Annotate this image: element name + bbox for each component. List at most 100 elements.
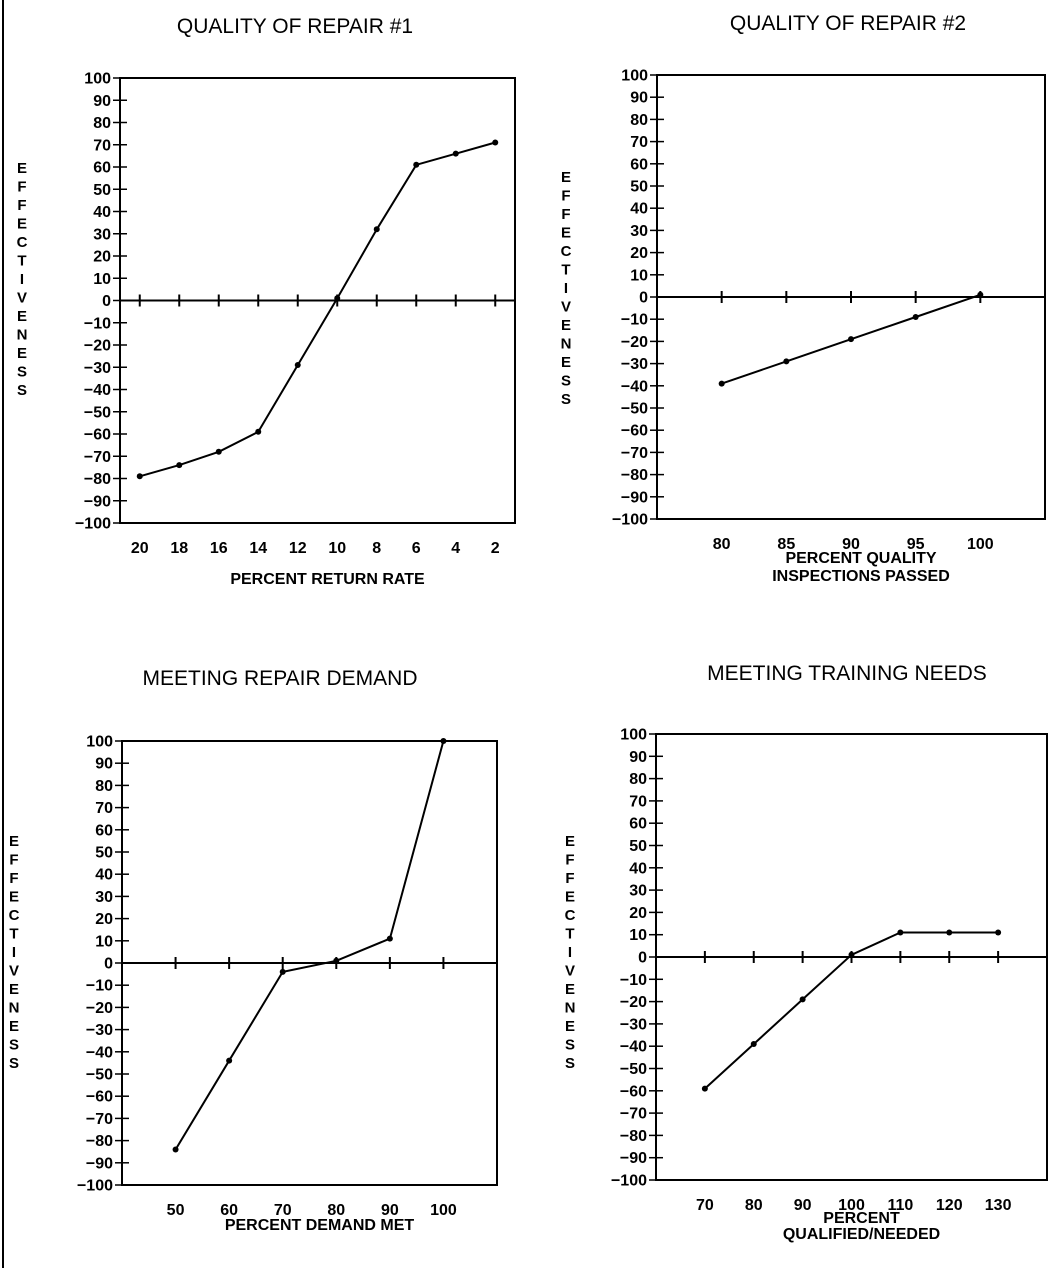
x-tick-label: 12 bbox=[289, 540, 307, 557]
y-axis-label-letter: N bbox=[9, 1000, 20, 1017]
x-tick-label: 90 bbox=[794, 1197, 812, 1214]
y-axis-label-letter: N bbox=[17, 327, 28, 344]
y-axis-label-letter: C bbox=[17, 234, 28, 251]
chart-3: MEETING REPAIR DEMAND−100−90−80−70−60−50… bbox=[9, 667, 498, 1234]
data-point bbox=[136, 473, 143, 480]
x-tick-label: 60 bbox=[220, 1202, 238, 1219]
y-tick-label: −10 bbox=[620, 972, 647, 989]
x-axis-label: QUALIFIED/NEEDED bbox=[783, 1226, 940, 1243]
x-axis-label: PERCENT DEMAND MET bbox=[225, 1217, 415, 1234]
data-point bbox=[897, 929, 904, 936]
y-tick-label: −10 bbox=[86, 978, 113, 995]
y-axis-label-letter: I bbox=[12, 944, 16, 961]
y-tick-label: −70 bbox=[620, 1106, 647, 1123]
y-axis-label-letter: E bbox=[565, 1018, 575, 1035]
y-tick-label: −30 bbox=[621, 356, 648, 373]
y-axis-label-letter: E bbox=[17, 345, 27, 362]
y-axis-label-letter: E bbox=[9, 833, 19, 850]
y-axis-label-letter: F bbox=[17, 197, 26, 214]
y-tick-label: 60 bbox=[93, 160, 111, 177]
data-point bbox=[294, 362, 301, 369]
x-tick-label: 20 bbox=[131, 540, 149, 557]
x-axis-label: PERCENT bbox=[823, 1210, 900, 1227]
y-axis-label-letter: E bbox=[565, 833, 575, 850]
y-tick-label: −80 bbox=[620, 1128, 647, 1145]
y-tick-label: 0 bbox=[104, 956, 113, 973]
x-tick-label: 90 bbox=[381, 1202, 399, 1219]
y-tick-label: 90 bbox=[630, 90, 648, 107]
y-tick-label: −90 bbox=[84, 493, 111, 510]
y-tick-label: −60 bbox=[620, 1083, 647, 1100]
y-axis-label-letter: F bbox=[561, 188, 570, 205]
y-tick-label: −20 bbox=[620, 994, 647, 1011]
chart-title: MEETING REPAIR DEMAND bbox=[143, 667, 418, 690]
data-point bbox=[226, 1057, 233, 1064]
data-point bbox=[255, 428, 262, 435]
data-point bbox=[333, 957, 340, 964]
y-tick-label: −10 bbox=[84, 315, 111, 332]
y-tick-label: −50 bbox=[86, 1067, 113, 1084]
y-tick-label: 50 bbox=[93, 182, 111, 199]
data-point bbox=[848, 336, 854, 343]
x-tick-label: 80 bbox=[713, 536, 731, 553]
y-tick-label: 20 bbox=[93, 249, 111, 266]
y-tick-label: 10 bbox=[93, 271, 111, 288]
chart-title: MEETING TRAINING NEEDS bbox=[707, 662, 987, 685]
y-tick-label: −70 bbox=[84, 449, 111, 466]
x-tick-label: 10 bbox=[328, 540, 346, 557]
y-tick-label: −40 bbox=[621, 378, 648, 395]
y-tick-label: 90 bbox=[95, 756, 113, 773]
y-tick-label: 40 bbox=[93, 204, 111, 221]
y-axis-label-letter: C bbox=[9, 907, 20, 924]
y-axis-label-letter: V bbox=[17, 290, 27, 307]
y-axis-label-letter: V bbox=[561, 299, 571, 316]
x-tick-label: 100 bbox=[838, 1197, 865, 1214]
y-axis-label-letter: S bbox=[565, 1037, 575, 1054]
y-tick-label: 80 bbox=[629, 771, 647, 788]
data-point bbox=[848, 951, 855, 958]
y-tick-label: 70 bbox=[93, 137, 111, 154]
y-tick-label: 100 bbox=[84, 71, 111, 88]
chart-4: MEETING TRAINING NEEDS−100−90−80−70−60−5… bbox=[565, 662, 1048, 1243]
y-tick-label: 60 bbox=[630, 156, 648, 173]
x-axis-label: PERCENT QUALITY bbox=[785, 550, 936, 567]
y-tick-label: 0 bbox=[639, 290, 648, 307]
y-tick-label: 0 bbox=[102, 293, 111, 310]
y-tick-label: −30 bbox=[84, 360, 111, 377]
y-axis-label-letter: E bbox=[565, 889, 575, 906]
y-tick-label: 10 bbox=[629, 927, 647, 944]
chart-title: QUALITY OF REPAIR #2 bbox=[730, 12, 966, 35]
y-tick-label: 100 bbox=[620, 727, 647, 744]
y-tick-label: −40 bbox=[84, 382, 111, 399]
data-point bbox=[172, 1146, 179, 1153]
x-tick-label: 120 bbox=[936, 1197, 963, 1214]
data-point bbox=[701, 1085, 708, 1092]
y-tick-label: −50 bbox=[620, 1061, 647, 1078]
y-axis-label-letter: I bbox=[564, 280, 568, 297]
chart-title: QUALITY OF REPAIR #1 bbox=[177, 15, 413, 38]
y-tick-label: −100 bbox=[75, 516, 111, 533]
y-tick-label: 100 bbox=[86, 734, 113, 751]
y-tick-label: −20 bbox=[86, 1000, 113, 1017]
y-tick-label: 60 bbox=[629, 816, 647, 833]
y-axis-label-letter: E bbox=[17, 308, 27, 325]
series-line bbox=[174, 740, 445, 1151]
y-axis-label-letter: E bbox=[565, 981, 575, 998]
y-tick-label: 50 bbox=[630, 179, 648, 196]
y-axis-label-letter: E bbox=[17, 160, 27, 177]
y-tick-label: 20 bbox=[629, 905, 647, 922]
y-tick-label: 30 bbox=[630, 223, 648, 240]
y-tick-label: −80 bbox=[86, 1133, 113, 1150]
y-tick-label: 30 bbox=[95, 889, 113, 906]
y-axis-label-letter: T bbox=[17, 253, 26, 270]
y-axis-label-letter: T bbox=[565, 926, 574, 943]
data-point bbox=[386, 935, 393, 942]
y-axis-label-letter: E bbox=[561, 169, 571, 186]
y-tick-label: 80 bbox=[630, 112, 648, 129]
y-tick-label: 50 bbox=[629, 838, 647, 855]
data-point bbox=[750, 1040, 757, 1047]
x-tick-label: 85 bbox=[777, 536, 795, 553]
data-point bbox=[176, 462, 183, 469]
y-axis-label-letter: E bbox=[9, 889, 19, 906]
